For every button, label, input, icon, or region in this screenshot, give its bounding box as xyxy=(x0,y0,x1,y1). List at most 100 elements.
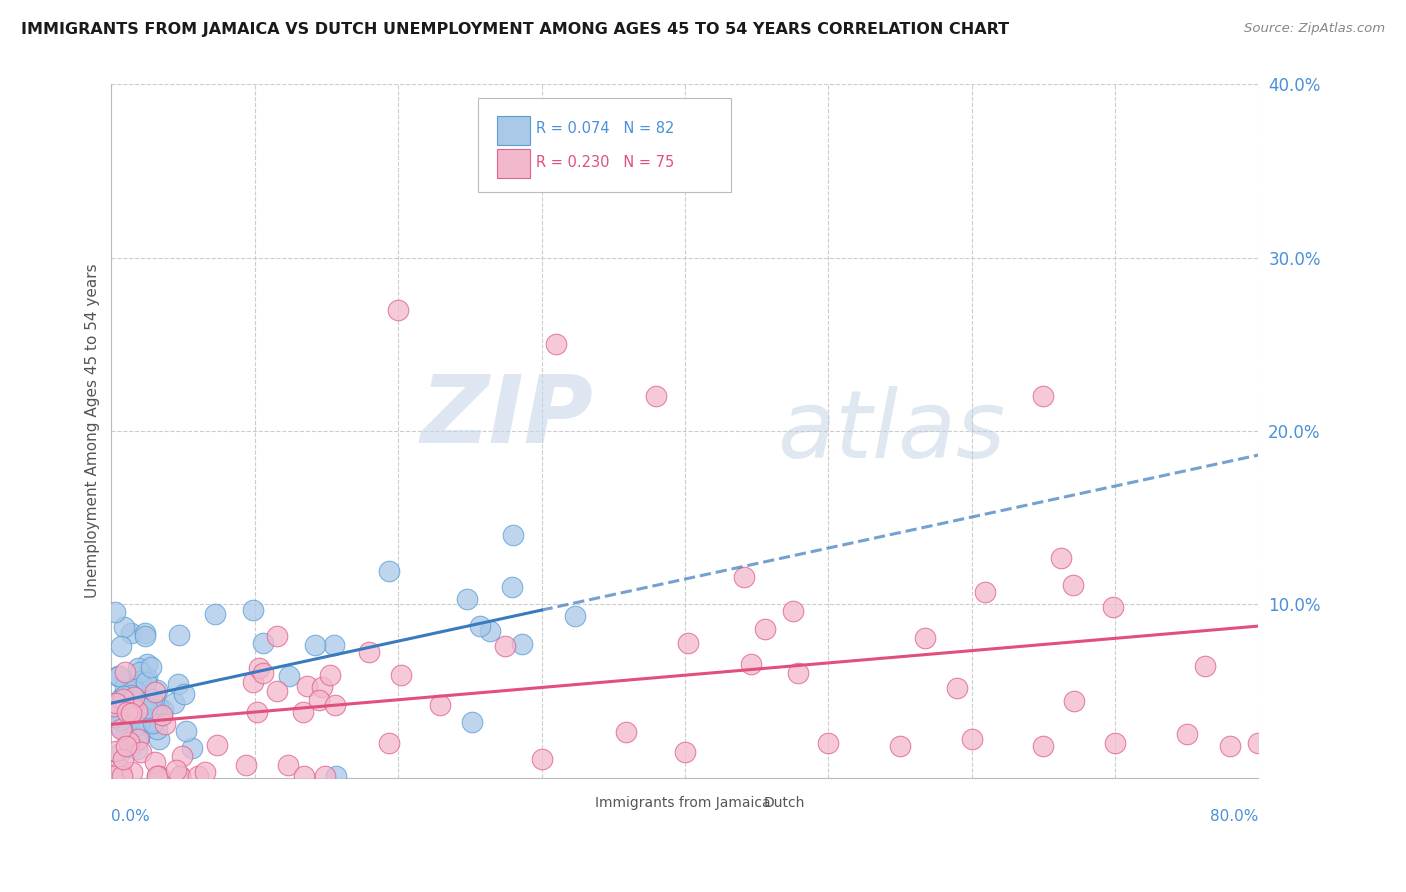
Point xyxy=(323,638,346,652)
Point xyxy=(207,738,229,752)
Point xyxy=(973,584,995,599)
Point xyxy=(733,570,755,584)
Point xyxy=(121,674,143,689)
Point xyxy=(125,704,148,718)
Point xyxy=(110,691,132,706)
Point xyxy=(148,699,170,714)
Point xyxy=(114,673,136,688)
Point xyxy=(103,710,125,724)
Point xyxy=(136,700,159,714)
Point xyxy=(114,680,136,694)
Point xyxy=(110,764,132,778)
Point xyxy=(107,669,129,683)
Point xyxy=(173,687,195,701)
Point xyxy=(134,626,156,640)
Point xyxy=(131,745,153,759)
Point xyxy=(468,619,491,633)
Point xyxy=(122,690,145,705)
Point xyxy=(501,580,523,594)
Point xyxy=(461,715,484,730)
Point xyxy=(169,769,191,783)
Point xyxy=(114,739,136,753)
Point xyxy=(118,684,141,698)
Point xyxy=(502,528,524,542)
Point xyxy=(266,684,288,698)
Point xyxy=(295,679,318,693)
Point xyxy=(117,708,139,723)
Point xyxy=(325,769,347,783)
Point xyxy=(294,769,316,783)
Point xyxy=(252,665,274,680)
Point xyxy=(479,624,502,638)
Point xyxy=(148,731,170,746)
Point xyxy=(141,702,163,716)
Point xyxy=(135,657,157,671)
Point xyxy=(114,694,136,708)
Point xyxy=(673,745,696,759)
Point xyxy=(308,693,330,707)
Point xyxy=(266,629,288,643)
Point xyxy=(111,691,134,706)
Point xyxy=(121,690,143,705)
Point xyxy=(110,723,132,737)
FancyBboxPatch shape xyxy=(567,794,589,813)
Point xyxy=(204,607,226,621)
Point xyxy=(1063,693,1085,707)
Text: Dutch: Dutch xyxy=(763,797,806,810)
Point xyxy=(120,688,142,702)
Text: ZIP: ZIP xyxy=(420,371,593,463)
Point xyxy=(377,736,399,750)
Point xyxy=(169,769,191,783)
Point xyxy=(105,696,128,710)
Point xyxy=(1062,578,1084,592)
Point xyxy=(429,698,451,712)
Point xyxy=(111,769,134,783)
Point xyxy=(115,691,138,706)
Point xyxy=(111,723,134,737)
Point xyxy=(105,709,128,723)
Point xyxy=(319,667,342,681)
Point xyxy=(120,740,142,755)
Point xyxy=(145,769,167,783)
Point xyxy=(1219,739,1241,754)
FancyBboxPatch shape xyxy=(478,98,731,192)
Point xyxy=(494,639,516,653)
Point xyxy=(1175,727,1198,741)
Point xyxy=(510,636,533,650)
Point xyxy=(377,564,399,578)
Point xyxy=(1104,736,1126,750)
Text: 0.0%: 0.0% xyxy=(111,809,150,824)
Point xyxy=(174,723,197,738)
Point xyxy=(104,605,127,619)
Point xyxy=(112,698,135,713)
Point xyxy=(323,698,346,712)
Point xyxy=(103,706,125,720)
Point xyxy=(101,769,124,783)
Point xyxy=(152,703,174,717)
Point xyxy=(1049,551,1071,566)
Point xyxy=(115,705,138,719)
Point xyxy=(787,666,810,681)
Point xyxy=(945,681,967,695)
Point xyxy=(134,629,156,643)
Point xyxy=(242,675,264,690)
Point xyxy=(150,708,173,723)
Text: Source: ZipAtlas.com: Source: ZipAtlas.com xyxy=(1244,22,1385,36)
Point xyxy=(120,695,142,709)
Point xyxy=(110,714,132,728)
Point xyxy=(125,741,148,756)
Point xyxy=(125,683,148,698)
Point xyxy=(124,719,146,733)
Point xyxy=(172,749,194,764)
Text: Immigrants from Jamaica: Immigrants from Jamaica xyxy=(596,797,770,810)
Text: R = 0.230   N = 75: R = 0.230 N = 75 xyxy=(536,154,673,169)
Point xyxy=(389,668,412,682)
Point xyxy=(1032,739,1054,754)
Point xyxy=(146,769,169,783)
Point xyxy=(242,603,264,617)
Point xyxy=(124,701,146,715)
Point xyxy=(146,722,169,736)
Point xyxy=(311,680,333,694)
Point xyxy=(357,645,380,659)
Point xyxy=(128,730,150,744)
